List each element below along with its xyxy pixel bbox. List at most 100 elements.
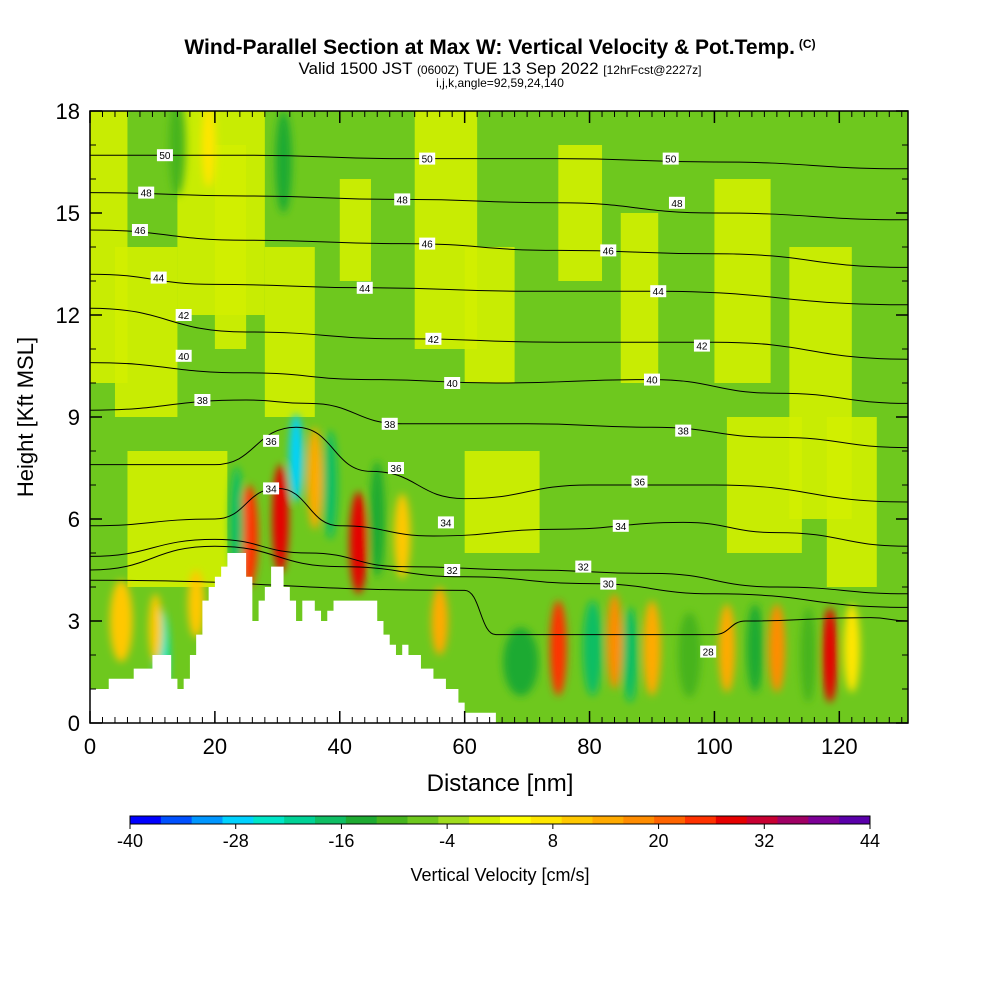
isentrope-label-text: 38 <box>384 420 396 431</box>
isentrope-label-text: 36 <box>390 464 402 475</box>
x-tick-label: 80 <box>577 734 601 759</box>
isentrope-label-text: 38 <box>678 427 690 438</box>
velocity-cell <box>822 607 838 703</box>
isentrope-label-text: 36 <box>634 478 646 489</box>
field-band <box>464 247 515 383</box>
isentrope-label-text: 28 <box>703 648 715 659</box>
colorbar-swatch <box>376 816 408 824</box>
isentrope-label-text: 34 <box>266 484 278 495</box>
isentrope-line <box>90 426 908 503</box>
colorbar-swatch <box>160 816 193 824</box>
colorbar-tick-label: -4 <box>439 831 455 851</box>
velocity-cell <box>289 413 304 502</box>
isentrope-line <box>90 362 908 404</box>
velocity-cell <box>307 427 323 530</box>
colorbar-swatch <box>808 816 840 824</box>
isentrope-label-text: 48 <box>141 189 153 200</box>
isentrope-label-text: 50 <box>159 151 171 162</box>
velocity-cell <box>768 604 786 693</box>
isentrope-label: 46 <box>131 224 148 237</box>
isentrope-label-bg <box>381 417 398 430</box>
velocity-cell <box>643 600 661 696</box>
isentrope-label-bg <box>175 309 192 321</box>
colorbar-swatch <box>500 816 532 824</box>
colorbar-tick-label: -16 <box>328 831 354 851</box>
isentrope-labels: 50 50 50 48 48 48 46 46 46 44 44 44 42 42 42 40 40 40 38 38… <box>131 149 717 659</box>
isentrope-label-text: 34 <box>440 518 452 529</box>
field-band <box>558 145 603 281</box>
velocity-cell <box>148 593 163 662</box>
y-tick-label: 15 <box>56 201 80 226</box>
colorbar-swatch <box>191 816 223 824</box>
colorbar-swatch <box>777 816 809 824</box>
isentrope-label: 28 <box>700 645 717 659</box>
isentrope-label: 38 <box>381 417 398 431</box>
y-tick-label: 6 <box>68 507 80 532</box>
isentrope-label-bg <box>650 285 667 298</box>
isentrope-label-bg <box>131 224 148 236</box>
colorbar-frame <box>129 815 871 825</box>
y-tick-label: 18 <box>56 99 80 124</box>
isentrope-label: 46 <box>600 244 617 257</box>
isentrope-label: 34 <box>612 519 629 533</box>
x-tick-label: 120 <box>821 734 858 759</box>
isentrope-label: 42 <box>425 332 442 346</box>
isentrope-label-text: 46 <box>603 246 615 257</box>
isentrope-label: 50 <box>419 152 436 166</box>
isentrope-label: 42 <box>175 309 192 322</box>
colorbar-swatch <box>530 816 563 824</box>
velocity-cell <box>606 593 623 690</box>
colorbar-swatch <box>345 816 378 824</box>
isentrope-label: 46 <box>419 237 436 251</box>
field-band <box>620 213 659 383</box>
colorbar-swatch <box>654 816 686 824</box>
colorbar-swatch <box>839 816 871 824</box>
isentrope-label-text: 44 <box>653 287 665 298</box>
isentrope-label: 38 <box>675 424 692 438</box>
velocity-cell <box>550 600 567 696</box>
field-band <box>339 179 371 281</box>
velocity-cell <box>169 111 186 196</box>
forecast-info: [12hrFcst@2227z] <box>603 63 702 77</box>
isentrope-label-bg <box>138 186 155 199</box>
colorbar-swatch <box>746 816 778 824</box>
isentrope-label-text: 50 <box>422 155 434 166</box>
velocity-cell <box>746 604 764 693</box>
isentrope-label-bg <box>419 237 436 250</box>
x-tick-label: 100 <box>696 734 733 759</box>
colorbar-swatch <box>130 816 162 824</box>
isentrope-label-bg <box>612 519 629 532</box>
isentrope-label: 38 <box>194 394 211 407</box>
chart-title: Wind-Parallel Section at Max W: Vertical… <box>0 36 1000 60</box>
isentrope-label: 44 <box>650 285 667 298</box>
isentrope-label-text: 40 <box>178 352 190 363</box>
isentrope-label-text: 44 <box>359 284 371 295</box>
colorbar-swatch <box>253 816 285 824</box>
isentrope-label-text: 34 <box>615 522 627 533</box>
isentrope-label-text: 40 <box>646 376 658 387</box>
field-band <box>714 179 771 383</box>
colorbar-swatch <box>592 816 624 824</box>
isentrope-label-bg <box>194 394 211 406</box>
isentrope-label-bg <box>425 332 442 345</box>
y-tick-label: 9 <box>68 405 80 430</box>
velocity-cell <box>622 607 638 703</box>
colorbar-tick-label: 44 <box>860 831 880 851</box>
isentrope-label-text: 36 <box>266 437 278 448</box>
colorbar-swatch <box>469 816 501 824</box>
isentrope-line <box>90 579 908 636</box>
colorbar-swatch <box>315 816 347 824</box>
velocity-cell <box>393 493 411 579</box>
velocity-cell <box>201 111 216 188</box>
velocity-cell <box>369 461 385 577</box>
isentrope-label: 42 <box>693 339 710 353</box>
chart-valid-line: Valid 1500 JST (0600Z) TUE 13 Sep 2022 [… <box>0 59 1000 79</box>
isentrope-label-text: 46 <box>134 226 146 237</box>
y-axis-label: Height [Kft MSL] <box>13 337 38 497</box>
field-band <box>214 145 247 349</box>
terrain-polygon <box>90 553 496 723</box>
isentrope-label: 50 <box>662 152 679 166</box>
x-tick-label: 20 <box>203 734 227 759</box>
velocity-cell <box>109 580 133 662</box>
isentrope-line <box>90 154 908 170</box>
